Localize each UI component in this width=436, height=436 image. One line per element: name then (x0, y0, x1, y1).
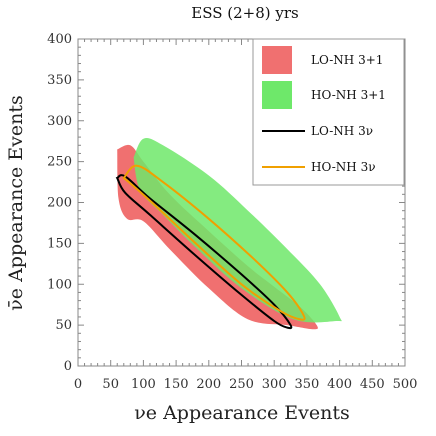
x-tick-label: 450 (360, 377, 385, 392)
y-tick-label: 150 (47, 236, 72, 251)
y-tick-label: 200 (47, 196, 72, 211)
chart-title: ESS (2+8) yrs (191, 4, 298, 22)
x-axis-title: νe Appearance Events (134, 402, 350, 424)
x-tick-label: 350 (294, 377, 319, 392)
x-tick-label: 100 (131, 377, 156, 392)
data-regions (117, 138, 342, 330)
legend-swatch-lo-nh-31 (262, 46, 292, 74)
y-tick-label: 50 (55, 318, 72, 333)
y-tick-label: 350 (47, 73, 72, 88)
y-tick-label: 250 (47, 155, 72, 170)
y-tick-label: 300 (47, 114, 72, 129)
legend: LO-NH 3+1 HO-NH 3+1 LO-NH 3ν HO-NH 3ν (252, 38, 405, 186)
series-ho-nh-3-1-region (133, 138, 342, 323)
x-tick-label: 500 (393, 377, 418, 392)
legend-label-lo-nh-31: LO-NH 3+1 (311, 53, 383, 67)
x-tick-label: 150 (164, 377, 189, 392)
x-tick-label: 400 (327, 377, 352, 392)
x-tick-label: 300 (262, 377, 287, 392)
x-tick-label: 250 (229, 377, 254, 392)
y-tick-label: 100 (47, 277, 72, 292)
series-lo-nh-3nu-contour (115, 174, 293, 330)
y-tick-label: 400 (47, 32, 72, 47)
data-contours (115, 164, 306, 330)
x-tick-label: 200 (196, 377, 221, 392)
series-ho-nh-3nu-contour (122, 164, 306, 321)
legend-label-ho-nh-31: HO-NH 3+1 (311, 88, 386, 102)
legend-label-ho-nh-3nu: HO-NH 3ν (311, 160, 376, 174)
x-tick-label: 50 (102, 377, 119, 392)
legend-label-lo-nh-3nu: LO-NH 3ν (311, 124, 373, 138)
y-tick-label: 0 (64, 359, 72, 374)
y-axis-title: ν̄e Appearance Events (5, 95, 27, 311)
x-tick-label: 0 (74, 377, 82, 392)
legend-swatch-ho-nh-31 (262, 81, 292, 109)
